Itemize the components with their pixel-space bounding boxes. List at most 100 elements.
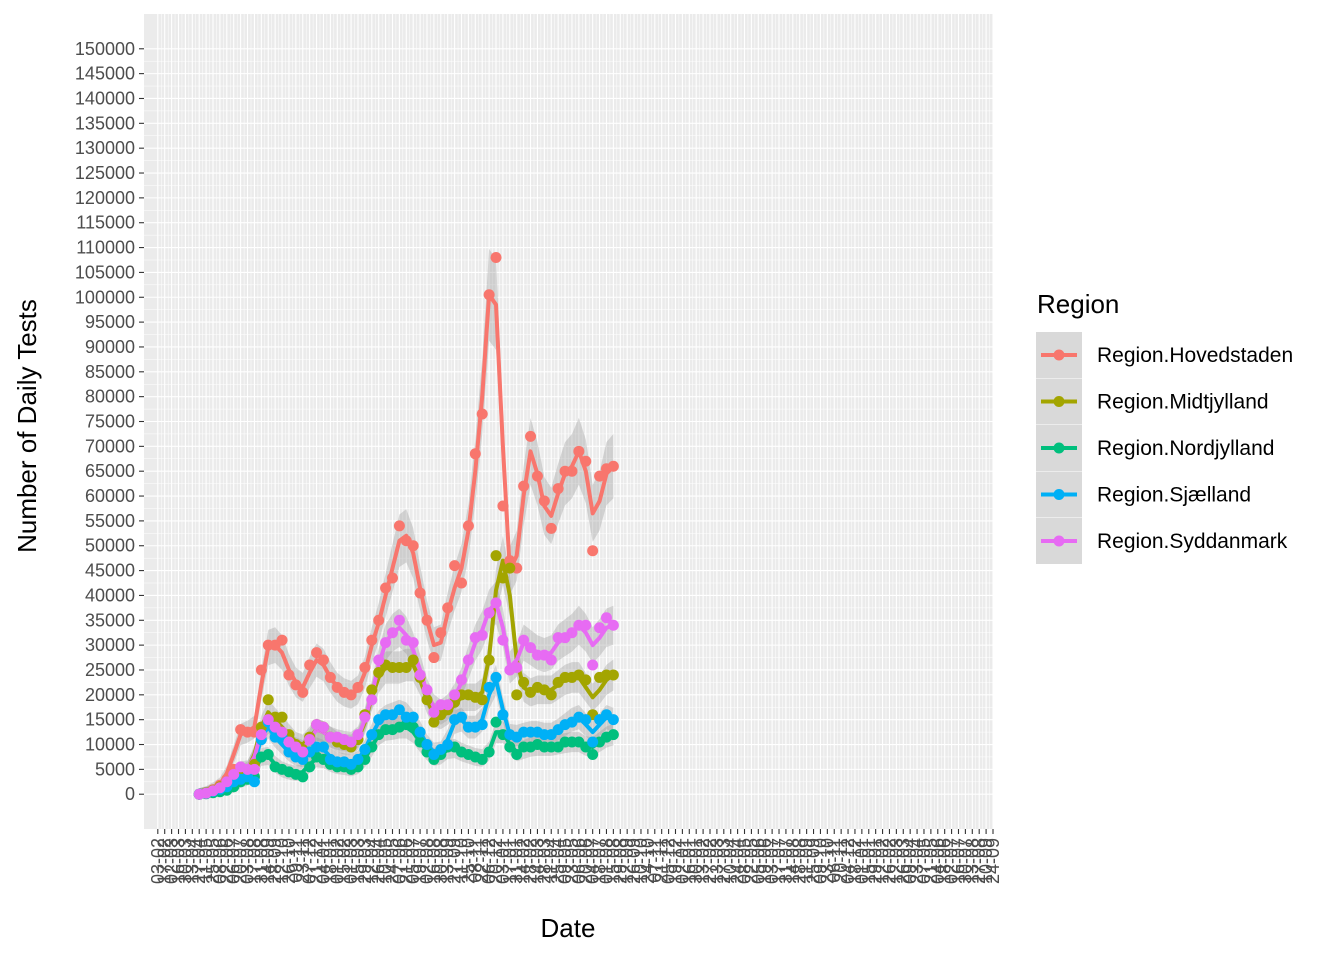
x-tick-label: 13-08 [962,838,982,884]
data-point [359,661,371,673]
data-point [317,654,329,666]
x-tick-label: 27-08 [969,838,989,884]
data-point [476,694,488,706]
data-point [297,746,309,758]
x-tick-label: 04-06 [928,838,948,884]
data-point [483,681,495,693]
legend-key-point [1053,442,1065,454]
x-tick-label: 09-10 [810,838,830,884]
data-point [311,647,323,659]
data-point [449,560,461,572]
data-point [262,694,274,706]
data-point [600,612,612,624]
x-tick-label: 26-09 [624,838,644,884]
confidence-band [199,248,614,795]
data-point [380,582,392,594]
data-point [476,629,488,641]
x-tick-label: 14-03 [527,838,547,884]
y-tick-label: 60000 [85,486,135,506]
x-tick-label: 18-07 [590,838,610,884]
data-point [545,522,557,534]
data-point [442,739,454,751]
data-point [352,681,364,693]
data-point [386,627,398,639]
x-tick-label: 07-06 [389,838,409,884]
x-axis: 03-0217-0202-0316-0330-0313-0427-0411-05… [148,829,1003,884]
legend: Region Region.Hovedstaden Region.Midtjyll… [1036,289,1293,564]
data-point [407,540,419,552]
x-tick-label: 03-08 [238,838,258,884]
x-tick-label: 27-02 [700,838,720,884]
y-tick-label: 120000 [75,188,135,208]
legend-key-point [1053,349,1065,361]
y-tick-label: 115000 [76,213,135,233]
data-point [469,448,481,460]
y-tick-label: 20000 [85,685,135,705]
x-tick-label: 04-01 [313,838,333,884]
data-point [407,637,419,649]
x-tick-label: 29-08 [610,838,630,884]
x-tick-label: 08-06 [210,838,230,884]
x-tick-label: 07-12 [300,838,320,884]
x-tick-label: 13-02 [693,838,713,884]
x-tick-label: 31-01 [507,838,527,884]
legend-title: Region [1037,289,1119,319]
x-tick-label: 02-07 [942,838,962,884]
data-point [400,661,412,673]
data-point [304,734,316,746]
x-tick-label: 05-06 [748,838,768,884]
x-tick-label: 11-10 [452,838,472,883]
x-tick-label: 15-03 [348,838,368,884]
data-point [373,666,385,678]
data-point [380,637,392,649]
x-tick-label: 16-07 [948,838,968,884]
data-point [421,739,433,751]
y-tick-label: 90000 [85,337,135,357]
data-point [462,520,474,532]
x-tick-label: 02-01 [672,838,692,884]
data-point [283,669,295,681]
x-tick-label: 12-10 [272,838,292,884]
x-tick-label: 23-11 [293,838,313,883]
x-tick-label: 31-07 [776,838,796,884]
x-tick-label: 24-05 [382,838,402,884]
data-point [276,634,288,646]
x-tick-label: 05-12 [659,838,679,884]
x-tick-label: 23-04 [907,838,927,884]
x-tick-label: 22-06 [217,838,237,884]
y-tick-label: 135000 [75,113,135,133]
x-tick-label: 25-10 [458,838,478,884]
data-point [221,776,233,788]
data-point [262,748,274,760]
data-point [511,748,523,760]
data-point [483,607,495,619]
x-tick-label: 12-03 [886,838,906,884]
y-tick-label: 30000 [85,635,135,655]
data-point [442,602,454,614]
data-point [483,289,495,301]
data-point [462,654,474,666]
x-tick-label: 31-08 [251,838,271,884]
x-tick-label: 01-02 [327,838,347,884]
data-point [352,729,364,741]
data-point [490,716,502,728]
x-tick-label: 18-12 [845,838,865,884]
x-tick-label: 06-07 [224,838,244,884]
x-tick-label: 13-03 [707,838,727,884]
y-tick-label: 145000 [75,64,135,84]
data-point [580,455,592,467]
legend-items: Region.Hovedstaden Region.Midtjylland Regi… [1036,332,1293,564]
x-tick-label: 21-11 [652,838,672,883]
x-tick-label: 01-01 [852,838,872,884]
data-point [435,627,447,639]
x-tick-label: 19-12 [665,838,685,884]
y-tick-label: 65000 [85,461,135,481]
data-point [449,689,461,701]
data-point [345,736,357,748]
x-tick-label: 15-08 [603,838,623,884]
x-tick-label: 23-10 [817,838,837,884]
x-tick-label: 07-05 [914,838,934,884]
data-point [566,465,578,477]
data-point [373,614,385,626]
